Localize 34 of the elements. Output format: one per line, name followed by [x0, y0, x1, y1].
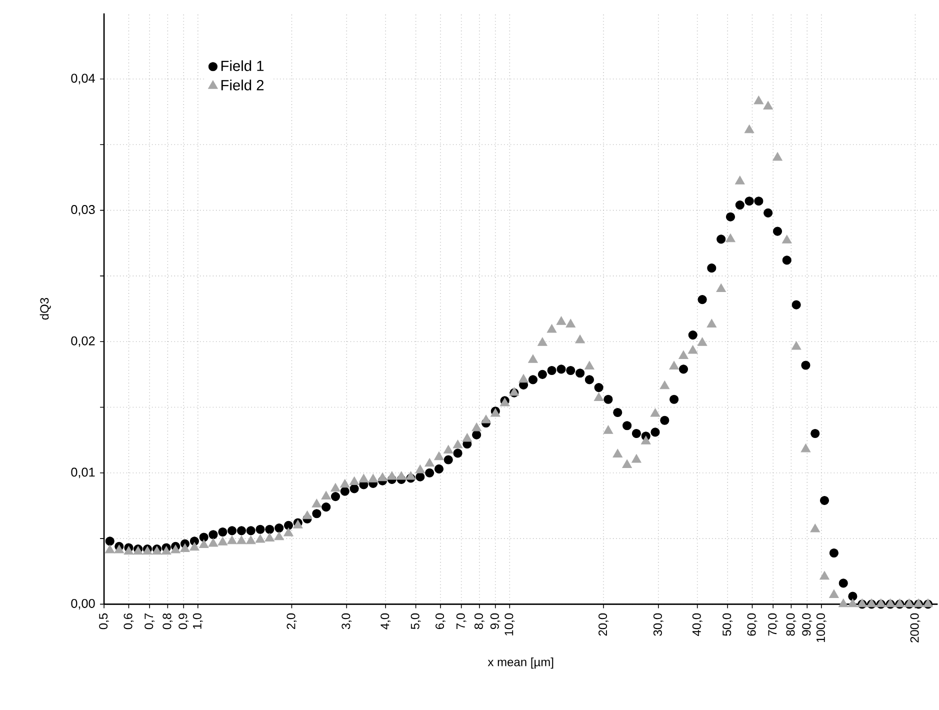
x-tick-label: 3,0 [342, 614, 352, 630]
y-tick-label: 0,00 [71, 599, 95, 610]
x-tick-label: 0,6 [124, 614, 134, 630]
x-tick-label: 60,0 [747, 614, 758, 636]
legend-label: Field 1 [221, 60, 264, 72]
x-tick-label: 7,0 [456, 614, 466, 630]
x-tick-label: 6,0 [436, 614, 446, 630]
x-tick-label: 70,0 [768, 614, 778, 636]
x-tick-label: 90,0 [802, 614, 812, 636]
x-tick-label: 9,0 [490, 614, 500, 630]
x-tick-label: 10,0 [504, 614, 515, 636]
y-tick-label: 0,02 [71, 336, 95, 348]
x-axis-title: x mean [µm] [488, 658, 554, 669]
x-tick-label: 8,0 [474, 614, 484, 630]
y-tick-label: 0,01 [71, 468, 95, 478]
x-tick-label: 0,9 [178, 614, 189, 630]
x-tick-label: 30,0 [653, 614, 664, 636]
y-axis-title: dQ3 [40, 298, 51, 320]
x-tick-label: 1,0 [192, 614, 203, 629]
x-tick-label: 0,8 [162, 614, 173, 630]
x-tick-label: 0,7 [144, 614, 155, 630]
x-tick-label: 200,0 [910, 614, 920, 643]
y-tick-label: 0,04 [71, 74, 95, 84]
legend-label: Field 2 [221, 80, 264, 91]
x-tick-label: 5,0 [410, 614, 421, 630]
x-tick-label: 2,0 [286, 614, 297, 630]
y-tick-label: 0,03 [71, 205, 95, 216]
x-tick-label: 0,5 [99, 614, 109, 630]
x-tick-label: 100,0 [816, 614, 826, 642]
x-tick-label: 80,0 [786, 614, 796, 636]
x-tick-label: 4,0 [380, 614, 391, 630]
x-tick-label: 50,0 [722, 614, 733, 636]
x-tick-label: 20,0 [598, 614, 608, 636]
x-tick-label: 40,0 [692, 614, 702, 636]
